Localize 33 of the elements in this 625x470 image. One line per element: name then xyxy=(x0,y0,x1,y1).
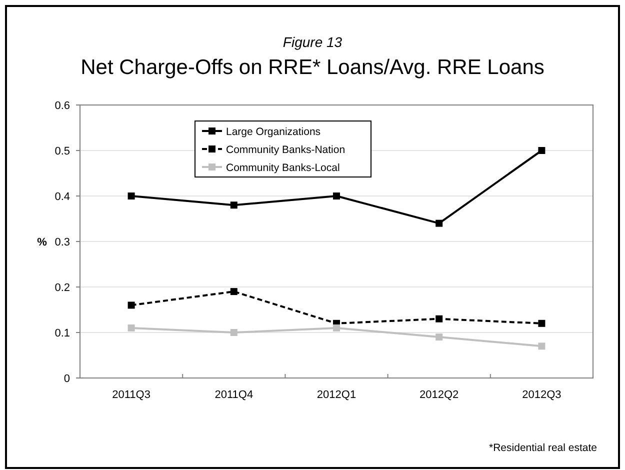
y-tick-label: 0.4 xyxy=(54,191,70,203)
point xyxy=(230,202,238,209)
point xyxy=(436,315,443,322)
chart-subtitle: Figure 13 xyxy=(282,34,342,50)
y-tick-label: 0 xyxy=(64,373,70,385)
point xyxy=(436,220,443,227)
point xyxy=(436,334,443,341)
point xyxy=(128,324,135,332)
point xyxy=(538,147,546,154)
chart-title: Net Charge-Offs on RRE* Loans/Avg. RRE Loans xyxy=(80,56,544,79)
point xyxy=(128,302,135,309)
y-tick-label: 0.6 xyxy=(54,100,70,112)
text: *Residential real estate xyxy=(489,442,598,454)
x-tick-label: 2011Q4 xyxy=(214,389,254,401)
legend-label: Large Organizations xyxy=(226,126,321,138)
y-tick-label: 0.1 xyxy=(54,328,70,340)
point xyxy=(538,320,546,327)
point xyxy=(333,324,340,332)
x-tick-label: 2011Q3 xyxy=(112,389,150,401)
legend-label: Community Banks-Nation xyxy=(226,144,346,156)
x-tick-label: 2012Q2 xyxy=(420,389,459,401)
point xyxy=(230,288,238,296)
legend-label: Community Banks-Local xyxy=(226,162,340,174)
y-axis-title: % xyxy=(37,236,48,248)
point xyxy=(230,329,238,336)
point xyxy=(333,192,340,200)
y-tick-label: 0.2 xyxy=(54,282,70,294)
point xyxy=(128,192,135,200)
y-tick-label: 0.3 xyxy=(54,236,70,248)
point xyxy=(538,342,546,350)
y-tick-label: 0.5 xyxy=(54,146,70,158)
x-tick-label: 2012Q1 xyxy=(316,389,356,401)
x-tick-label: 2012Q3 xyxy=(522,389,562,401)
